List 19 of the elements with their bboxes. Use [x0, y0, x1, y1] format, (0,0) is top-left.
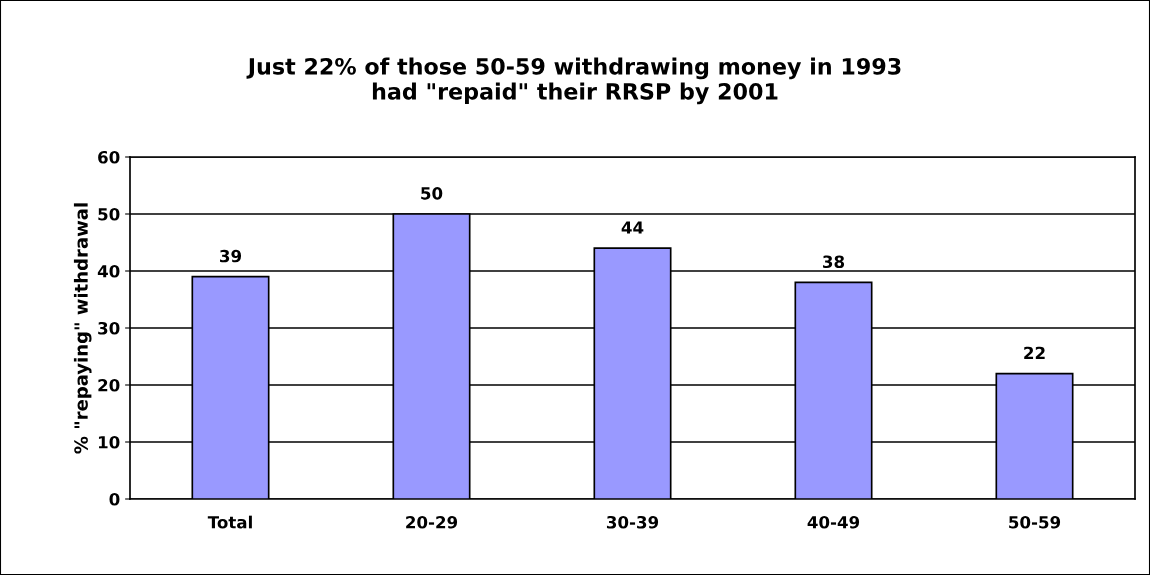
data-label: 39 — [220, 249, 242, 263]
x-tick-label: Total — [207, 515, 252, 529]
y-tick-label: 60 — [98, 150, 120, 164]
y-tick-label: 50 — [98, 207, 120, 221]
data-label: 50 — [421, 187, 443, 200]
x-tick-label: 40-49 — [807, 515, 860, 529]
y-tick-label: 30 — [98, 321, 120, 335]
y-tick-label: 40 — [97, 264, 120, 278]
y-tick-label: 0 — [109, 492, 120, 506]
x-tick-label: 50-59 — [1009, 515, 1061, 529]
y-tick-label: 10 — [98, 435, 120, 449]
y-axis-title: % "repaying" withdrawal — [73, 203, 92, 454]
x-tick-label: 20-29 — [406, 515, 458, 529]
y-tick-label: 20 — [98, 378, 120, 392]
data-label: 38 — [823, 255, 845, 269]
data-label: 22 — [1024, 346, 1045, 360]
x-tick-label: 30-39 — [606, 515, 659, 529]
chart-title: Just 22% of those 50-59 withdrawing money in 1993 had "repaid" their RRSP by 2001 — [246, 57, 901, 105]
data-label: 44 — [621, 221, 644, 234]
